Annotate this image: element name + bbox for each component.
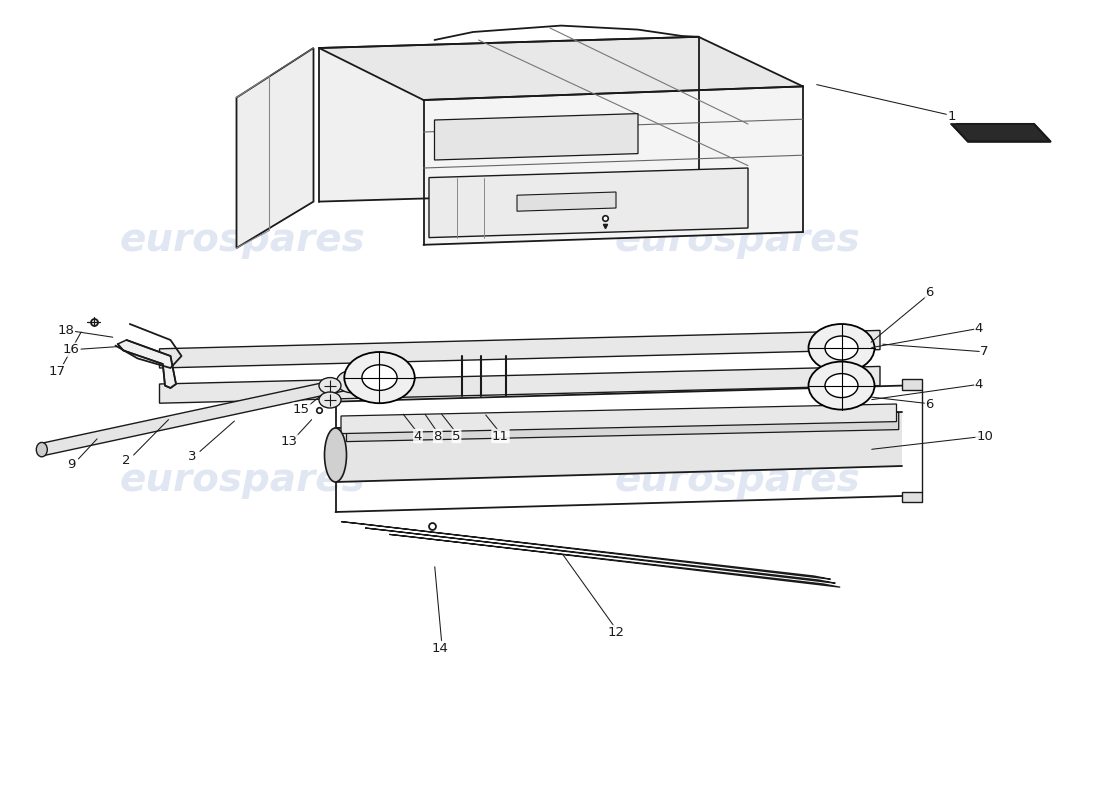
Text: 6: 6 [925, 286, 934, 298]
Polygon shape [389, 534, 840, 587]
Circle shape [319, 392, 341, 408]
Text: 4: 4 [975, 322, 983, 334]
Text: 9: 9 [67, 458, 76, 470]
Text: 3: 3 [188, 450, 197, 462]
Polygon shape [341, 522, 830, 579]
Text: 11: 11 [492, 430, 509, 442]
Ellipse shape [324, 428, 346, 482]
Text: 5: 5 [452, 430, 461, 442]
Polygon shape [434, 114, 638, 160]
Polygon shape [118, 340, 176, 388]
Text: 15: 15 [293, 403, 310, 416]
Polygon shape [517, 192, 616, 211]
Circle shape [319, 378, 341, 394]
Circle shape [808, 362, 874, 410]
Text: 7: 7 [980, 346, 989, 358]
Text: 4: 4 [975, 378, 983, 390]
Polygon shape [236, 48, 314, 248]
Text: 2: 2 [122, 454, 131, 466]
Polygon shape [160, 330, 880, 368]
Text: 8: 8 [433, 430, 442, 442]
Text: eurospares: eurospares [614, 461, 860, 499]
Circle shape [808, 324, 874, 372]
Text: 1: 1 [947, 110, 956, 122]
Polygon shape [160, 366, 880, 403]
Text: 10: 10 [976, 430, 993, 442]
Text: 6: 6 [925, 398, 934, 410]
Text: 12: 12 [607, 626, 625, 638]
Text: 4: 4 [414, 430, 422, 442]
Polygon shape [429, 168, 748, 238]
Circle shape [825, 374, 858, 398]
Circle shape [362, 365, 397, 390]
Polygon shape [902, 492, 922, 502]
Text: eurospares: eurospares [614, 221, 860, 259]
Text: 13: 13 [280, 435, 298, 448]
Text: 18: 18 [57, 324, 75, 337]
Polygon shape [352, 420, 901, 450]
Ellipse shape [36, 442, 47, 457]
Polygon shape [365, 528, 835, 583]
Polygon shape [319, 37, 698, 202]
Circle shape [344, 352, 415, 403]
Polygon shape [336, 412, 902, 482]
Circle shape [337, 370, 367, 393]
Polygon shape [952, 124, 1050, 142]
Polygon shape [424, 86, 803, 245]
Polygon shape [319, 37, 803, 100]
Text: eurospares: eurospares [119, 221, 365, 259]
Polygon shape [42, 378, 347, 456]
Polygon shape [341, 404, 896, 434]
Text: 17: 17 [48, 365, 66, 378]
Polygon shape [902, 379, 922, 390]
Text: 14: 14 [431, 642, 449, 654]
Polygon shape [346, 412, 899, 442]
Text: 16: 16 [63, 343, 80, 356]
Circle shape [825, 336, 858, 360]
Text: eurospares: eurospares [119, 461, 365, 499]
